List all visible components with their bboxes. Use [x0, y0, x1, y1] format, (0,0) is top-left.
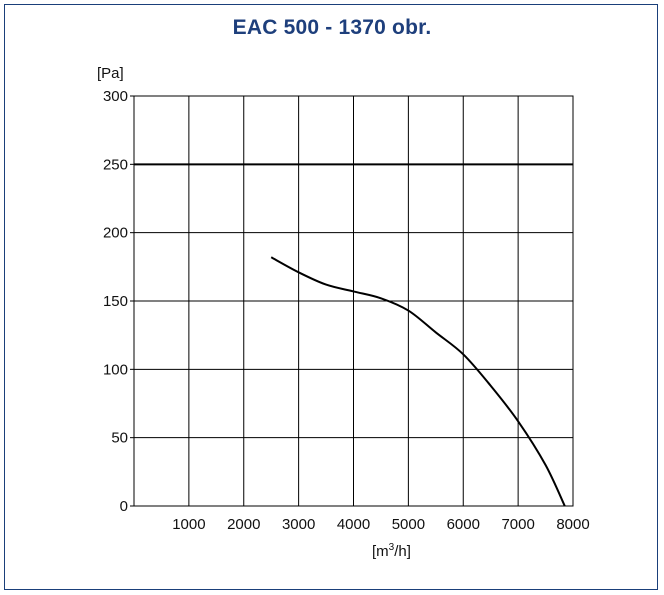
x-tick-label-7000: 7000: [501, 516, 534, 533]
series-line-0: [270, 256, 566, 507]
chart-frame: [4, 4, 658, 590]
x-ticks: 1000 2000 3000 4000 5000 6000 7000 8000: [172, 516, 590, 533]
x-tick-label-3000: 3000: [282, 516, 315, 533]
y-tick-label-50: 50: [111, 430, 128, 447]
curve-group: [270, 256, 566, 507]
grid: [130, 95, 574, 507]
x-axis-label: [m3/h]: [372, 542, 411, 560]
y-ticks: 0 50 100 150 200 250 300: [103, 88, 128, 515]
y-tick-label-250: 250: [103, 156, 128, 173]
x-tick-label-1000: 1000: [172, 516, 205, 533]
x-tick-label-5000: 5000: [392, 516, 425, 533]
y-tick-label-100: 100: [103, 361, 128, 378]
y-tick-label-0: 0: [120, 498, 128, 515]
x-tick-label-8000: 8000: [556, 516, 589, 533]
chart-title: EAC 500 - 1370 obr.: [232, 16, 432, 39]
y-tick-label-150: 150: [103, 293, 128, 310]
y-tick-label-300: 300: [103, 88, 128, 105]
y-tick-label-200: 200: [103, 225, 128, 242]
x-tick-label-6000: 6000: [447, 516, 480, 533]
y-axis-label: [Pa]: [97, 65, 124, 82]
x-tick-label-4000: 4000: [337, 516, 370, 533]
x-tick-label-2000: 2000: [227, 516, 260, 533]
